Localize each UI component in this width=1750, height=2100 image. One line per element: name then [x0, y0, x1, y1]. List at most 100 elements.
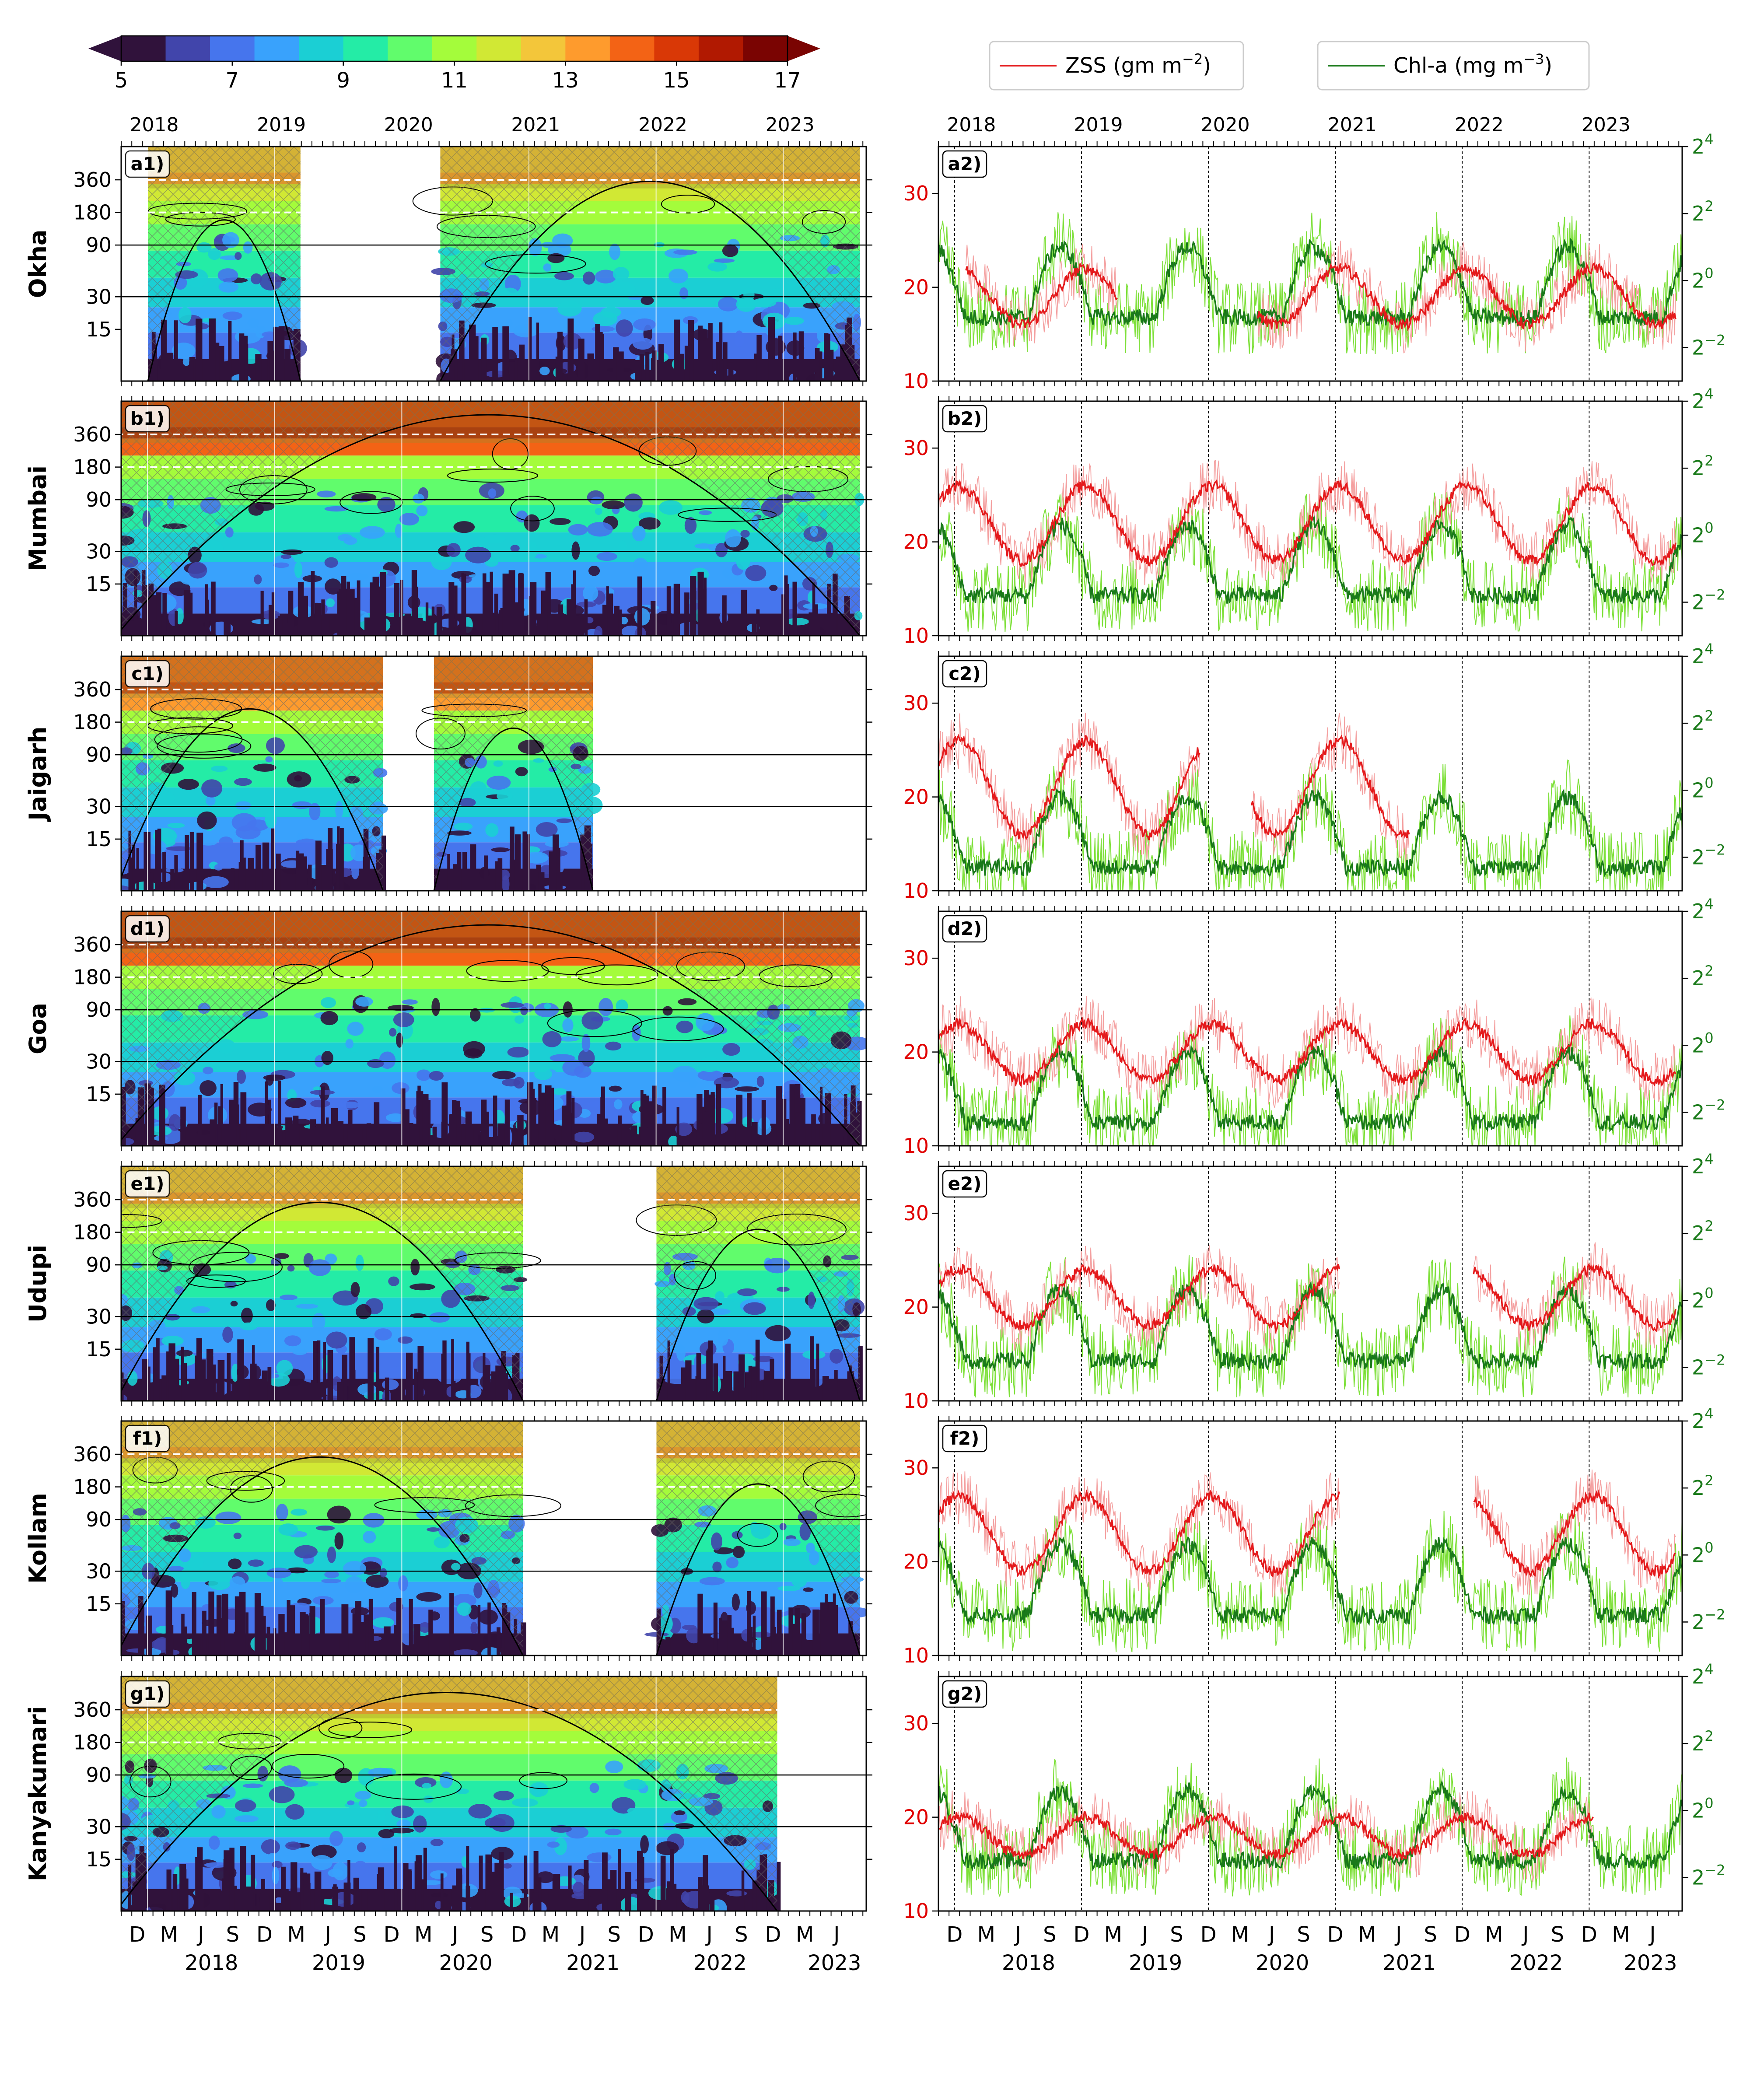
wavelet-spike: [353, 1877, 359, 1911]
wavelet-blob: [640, 296, 654, 305]
wavelet-spike: [776, 1086, 782, 1146]
wavelet-blob: [470, 1621, 478, 1634]
wavelet-spike: [770, 336, 775, 381]
wavelet-blob: [345, 1039, 354, 1049]
wavelet-spike: [454, 585, 458, 636]
chl-tick-label: 2−2: [1692, 1606, 1725, 1634]
coi-top-shade: [656, 1166, 860, 1208]
wavelet-segment: [121, 1676, 781, 1911]
wavelet-blob: [809, 1550, 819, 1565]
bottom-month-label-left: M: [668, 1922, 686, 1947]
wavelet-spike: [674, 319, 680, 381]
wavelet-blob: [274, 1253, 289, 1259]
wavelet-spike: [279, 326, 285, 381]
wavelet-blob: [241, 1307, 253, 1324]
wavelet-blob: [714, 258, 735, 263]
wavelet-blob: [550, 1054, 575, 1062]
coi-top-shade: [434, 656, 593, 698]
top-year-label-left: 2021: [511, 114, 560, 136]
chl-smooth-line: [938, 1780, 1682, 1872]
bottom-month-label-right: J: [1394, 1922, 1402, 1947]
wavelet-spike: [616, 351, 624, 381]
wavelet-spike: [482, 573, 486, 636]
wavelet-blob: [427, 1527, 440, 1532]
wavelet-blob: [619, 540, 627, 556]
bottom-month-label-right: J: [1521, 1922, 1529, 1947]
zss-tick-label: 30: [903, 1712, 929, 1735]
wavelet-blob: [321, 1578, 341, 1583]
chl-tick-label: 2−2: [1692, 1096, 1725, 1124]
wavelet-spike: [785, 584, 789, 636]
wavelet-blob: [371, 1086, 383, 1093]
wavelet-blob: [693, 1297, 719, 1311]
wavelet-spike: [314, 1871, 322, 1911]
cone-of-influence-hatch: [121, 401, 860, 636]
wavelet-blob: [699, 1577, 725, 1586]
wavelet-blob: [552, 1088, 567, 1095]
wavelet-blob: [485, 559, 498, 567]
wavelet-blob: [505, 319, 513, 327]
zss-tick-label: 30: [903, 182, 929, 205]
chl-tick-label: 22: [1692, 198, 1714, 225]
panel-label: b1): [130, 408, 164, 429]
wavelet-spike: [378, 586, 385, 636]
wavelet-spike: [361, 1890, 368, 1911]
wavelet-spike: [771, 1627, 776, 1656]
wavelet-spike: [141, 1127, 144, 1146]
wavelet-spike: [708, 1094, 716, 1146]
wavelet-blob: [656, 611, 674, 625]
wavelet-spike: [716, 1084, 721, 1146]
wavelet-blob: [367, 1059, 384, 1068]
wavelet-spike: [205, 584, 208, 636]
wavelet-blob: [401, 1630, 417, 1645]
wavelet-blob: [453, 521, 475, 533]
wavelet-spike: [524, 1855, 527, 1911]
wavelet-spike: [797, 1115, 801, 1146]
wavelet-spike: [538, 1877, 542, 1911]
wavelet-spike: [239, 1592, 246, 1656]
wavelet-spike: [558, 604, 564, 636]
wavelet-spike: [327, 1350, 333, 1401]
wavelet-blob: [571, 541, 580, 560]
wavelet-blob: [206, 796, 216, 806]
wavelet-spike: [794, 1608, 800, 1656]
wavelet-blob: [273, 562, 290, 568]
wavelet-blob: [280, 554, 292, 559]
wavelet-spike: [493, 1096, 497, 1146]
chl-tick-label: 22: [1692, 707, 1714, 735]
wavelet-blob: [410, 1313, 427, 1318]
colorbar-min-extend: [88, 36, 121, 61]
wavelet-blob: [326, 1331, 347, 1349]
wavelet-blob: [254, 574, 262, 584]
wavelet-spike: [453, 864, 458, 891]
wavelet-spike: [474, 336, 479, 381]
wavelet-spike: [649, 1101, 655, 1146]
wavelet-spike: [510, 1893, 513, 1911]
wavelet-spike: [332, 1886, 338, 1911]
wavelet-blob: [197, 811, 217, 830]
chl-raw-line: [938, 1255, 1682, 1398]
panel-label: b2): [948, 408, 982, 429]
wavelet-blob: [554, 272, 574, 280]
wavelet-spike: [526, 834, 530, 891]
wavelet-spike: [602, 605, 608, 636]
wavelet-blob: [697, 1070, 724, 1081]
bottom-month-label-left: J: [451, 1922, 458, 1947]
wavelet-blob: [468, 574, 494, 578]
wavelet-spike: [196, 318, 203, 381]
wavelet-spike: [181, 1614, 185, 1656]
wavelet-spike: [161, 319, 167, 381]
wavelet-blob: [732, 1546, 745, 1558]
wavelet-spike: [184, 1878, 189, 1911]
zss-tick-label: 10: [903, 1899, 929, 1923]
bottom-year-label-left: 2019: [312, 1951, 365, 1975]
wavelet-blob: [269, 1786, 295, 1803]
wavelet-spike: [189, 361, 194, 381]
wavelet-blob: [732, 1593, 740, 1611]
timeseries-frame: [938, 1166, 1683, 1402]
wavelet-blob: [504, 338, 523, 350]
wavelet-blob: [396, 1819, 411, 1829]
wavelet-spike: [778, 336, 783, 381]
wavelet-blob: [410, 1259, 420, 1276]
wavelet-blob: [675, 1122, 693, 1136]
